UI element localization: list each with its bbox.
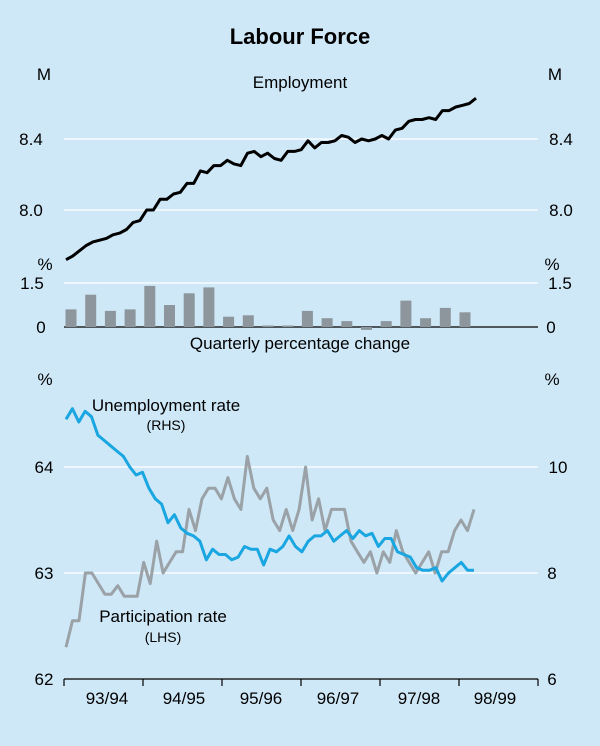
x-tick-label-95-96: 95/96 — [240, 689, 283, 708]
quarterly-bar — [321, 318, 333, 327]
employment-ytick-left-8-0: 8.0 — [19, 201, 43, 220]
quarterly-bar — [439, 307, 451, 327]
bars-unit-left: % — [37, 255, 52, 274]
quarterly-bar — [104, 310, 116, 327]
quarterly-bar — [242, 315, 254, 327]
employment-series-line — [65, 97, 477, 262]
rates-unit-left: % — [37, 370, 52, 389]
rates-ytick-right-10: 10 — [549, 458, 568, 477]
employment-title: Employment — [253, 73, 348, 92]
quarterly-bar — [341, 321, 353, 327]
quarterly-change-panel: % % 1.5 0 1.5 0 Quarterly percentage cha… — [20, 255, 572, 353]
employment-ytick-left-8-4: 8.4 — [19, 130, 43, 149]
quarterly-bar — [223, 316, 235, 327]
rates-panel: % % 64 63 62 10 8 6 Unemployment rate (R… — [35, 370, 568, 689]
quarterly-bar — [282, 325, 294, 327]
chart-title: Labour Force — [230, 24, 371, 49]
quarterly-bars — [65, 285, 471, 330]
x-tick-label-94-95: 94/95 — [163, 689, 206, 708]
x-tick-label-93-94: 93/94 — [86, 689, 129, 708]
quarterly-bar — [400, 300, 412, 327]
rates-ytick-right-6: 6 — [547, 670, 556, 689]
quarterly-bar — [459, 312, 471, 327]
employment-unit-right: M — [548, 65, 562, 84]
rates-unit-right: % — [544, 370, 559, 389]
quarterly-bar — [144, 285, 156, 327]
employment-ytick-right-8-0: 8.0 — [549, 201, 573, 220]
bars-ytick-left-1-5: 1.5 — [20, 274, 44, 293]
quarterly-bar — [301, 310, 313, 327]
bars-ytick-left-0: 0 — [36, 318, 45, 337]
x-tick-label-98-99: 98/99 — [474, 689, 517, 708]
participation-label: Participation rate — [99, 607, 227, 626]
quarterly-bar — [65, 309, 77, 327]
quarterly-bar — [262, 325, 274, 327]
employment-panel: M M Employment 8.4 8.0 8.4 8.0 — [19, 65, 573, 262]
quarterly-bar — [164, 305, 175, 327]
rates-ytick-left-63: 63 — [35, 564, 54, 583]
rates-ytick-right-8: 8 — [547, 564, 556, 583]
x-tick-label-97-98: 97/98 — [398, 689, 441, 708]
unemployment-label: Unemployment rate — [92, 396, 240, 415]
quarterly-bar — [361, 327, 372, 330]
bars-ytick-right-0: 0 — [546, 318, 555, 337]
quarterly-bar — [380, 321, 392, 327]
quarterly-bar — [420, 318, 432, 327]
participation-series-line — [64, 454, 476, 648]
bars-unit-right: % — [544, 255, 559, 274]
bars-ytick-right-1-5: 1.5 — [548, 274, 572, 293]
x-tick-label-96-97: 96/97 — [317, 689, 360, 708]
quarterly-bar — [203, 287, 215, 327]
quarterly-bar — [124, 309, 136, 327]
employment-unit-left: M — [37, 65, 51, 84]
quarterly-bar — [85, 294, 97, 327]
x-axis-ticks — [63, 679, 539, 686]
participation-sublabel: (LHS) — [145, 629, 182, 645]
rates-ytick-left-64: 64 — [35, 458, 54, 477]
rates-ytick-left-62: 62 — [35, 670, 54, 689]
employment-ytick-right-8-4: 8.4 — [549, 130, 573, 149]
unemployment-sublabel: (RHS) — [147, 417, 186, 433]
unemployment-series-line — [64, 407, 474, 583]
bars-title: Quarterly percentage change — [190, 334, 410, 353]
quarterly-bar — [183, 293, 195, 327]
